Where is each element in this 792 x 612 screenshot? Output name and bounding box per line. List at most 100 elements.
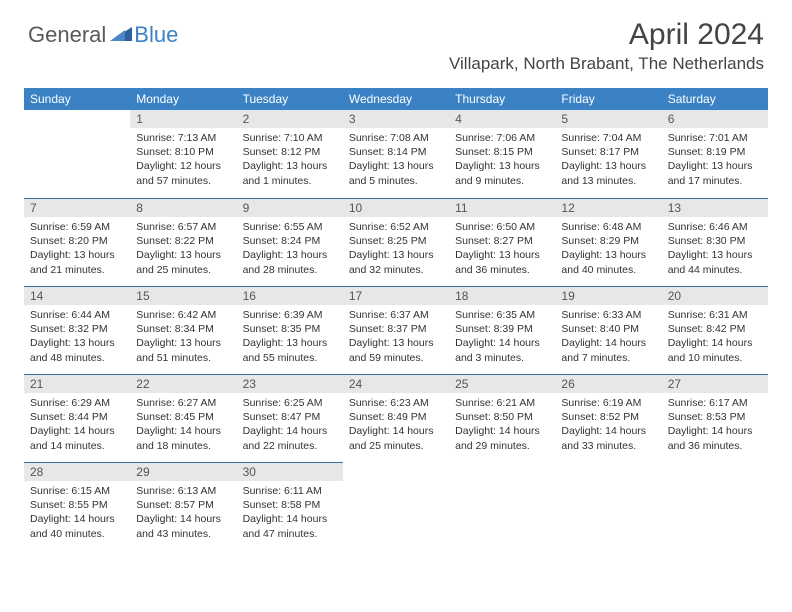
sunset-text: Sunset: 8:30 PM [668,234,762,248]
sunrise-text: Sunrise: 6:21 AM [455,396,549,410]
calendar-day-cell: 24Sunrise: 6:23 AMSunset: 8:49 PMDayligh… [343,374,449,462]
sunrise-text: Sunrise: 7:01 AM [668,131,762,145]
calendar-day-cell: 8Sunrise: 6:57 AMSunset: 8:22 PMDaylight… [130,198,236,286]
calendar-day-cell [662,462,768,550]
calendar-week-row: 28Sunrise: 6:15 AMSunset: 8:55 PMDayligh… [24,462,768,550]
calendar-day-cell: 5Sunrise: 7:04 AMSunset: 8:17 PMDaylight… [555,110,661,198]
daylight-text: Daylight: 13 hours and 32 minutes. [349,248,443,276]
sunset-text: Sunset: 8:47 PM [243,410,337,424]
calendar-day-cell: 22Sunrise: 6:27 AMSunset: 8:45 PMDayligh… [130,374,236,462]
sunrise-text: Sunrise: 7:10 AM [243,131,337,145]
sunrise-text: Sunrise: 7:08 AM [349,131,443,145]
daylight-text: Daylight: 13 hours and 51 minutes. [136,336,230,364]
day-details: Sunrise: 6:55 AMSunset: 8:24 PMDaylight:… [237,217,343,281]
day-number: 21 [24,374,130,393]
day-number [343,462,449,481]
day-number: 28 [24,462,130,481]
sunrise-text: Sunrise: 6:59 AM [30,220,124,234]
day-details: Sunrise: 6:21 AMSunset: 8:50 PMDaylight:… [449,393,555,457]
calendar-day-cell: 17Sunrise: 6:37 AMSunset: 8:37 PMDayligh… [343,286,449,374]
daylight-text: Daylight: 14 hours and 29 minutes. [455,424,549,452]
day-details: Sunrise: 6:17 AMSunset: 8:53 PMDaylight:… [662,393,768,457]
sunset-text: Sunset: 8:20 PM [30,234,124,248]
day-header: Tuesday [237,88,343,110]
day-number: 9 [237,198,343,217]
calendar-day-cell: 15Sunrise: 6:42 AMSunset: 8:34 PMDayligh… [130,286,236,374]
day-number [555,462,661,481]
day-number [24,110,130,128]
day-number: 12 [555,198,661,217]
sunrise-text: Sunrise: 6:27 AM [136,396,230,410]
calendar-day-cell: 12Sunrise: 6:48 AMSunset: 8:29 PMDayligh… [555,198,661,286]
daylight-text: Daylight: 13 hours and 13 minutes. [561,159,655,187]
header: General Blue April 2024 Villapark, North… [0,0,792,80]
sunrise-text: Sunrise: 6:48 AM [561,220,655,234]
day-number: 25 [449,374,555,393]
calendar-day-cell: 21Sunrise: 6:29 AMSunset: 8:44 PMDayligh… [24,374,130,462]
calendar-week-row: 14Sunrise: 6:44 AMSunset: 8:32 PMDayligh… [24,286,768,374]
calendar-day-cell [343,462,449,550]
month-title: April 2024 [449,18,764,52]
calendar-day-cell: 19Sunrise: 6:33 AMSunset: 8:40 PMDayligh… [555,286,661,374]
daylight-text: Daylight: 13 hours and 17 minutes. [668,159,762,187]
daylight-text: Daylight: 14 hours and 36 minutes. [668,424,762,452]
sunset-text: Sunset: 8:32 PM [30,322,124,336]
daylight-text: Daylight: 13 hours and 59 minutes. [349,336,443,364]
calendar-day-cell: 4Sunrise: 7:06 AMSunset: 8:15 PMDaylight… [449,110,555,198]
sunrise-text: Sunrise: 6:52 AM [349,220,443,234]
sunrise-text: Sunrise: 6:31 AM [668,308,762,322]
logo: General Blue [28,22,178,48]
day-number: 23 [237,374,343,393]
calendar-day-cell [449,462,555,550]
day-details: Sunrise: 6:31 AMSunset: 8:42 PMDaylight:… [662,305,768,369]
day-details: Sunrise: 6:59 AMSunset: 8:20 PMDaylight:… [24,217,130,281]
day-details: Sunrise: 6:42 AMSunset: 8:34 PMDaylight:… [130,305,236,369]
day-number: 17 [343,286,449,305]
sunrise-text: Sunrise: 7:13 AM [136,131,230,145]
day-number: 29 [130,462,236,481]
day-number: 16 [237,286,343,305]
day-header: Friday [555,88,661,110]
calendar-day-cell: 16Sunrise: 6:39 AMSunset: 8:35 PMDayligh… [237,286,343,374]
day-details: Sunrise: 7:13 AMSunset: 8:10 PMDaylight:… [130,128,236,192]
day-details: Sunrise: 7:08 AMSunset: 8:14 PMDaylight:… [343,128,449,192]
day-number: 8 [130,198,236,217]
calendar-day-cell [555,462,661,550]
calendar-day-cell: 11Sunrise: 6:50 AMSunset: 8:27 PMDayligh… [449,198,555,286]
calendar-day-cell: 27Sunrise: 6:17 AMSunset: 8:53 PMDayligh… [662,374,768,462]
day-number: 10 [343,198,449,217]
sunset-text: Sunset: 8:17 PM [561,145,655,159]
sunrise-text: Sunrise: 6:55 AM [243,220,337,234]
sunset-text: Sunset: 8:14 PM [349,145,443,159]
sunrise-text: Sunrise: 6:44 AM [30,308,124,322]
daylight-text: Daylight: 13 hours and 44 minutes. [668,248,762,276]
sunset-text: Sunset: 8:55 PM [30,498,124,512]
sunrise-text: Sunrise: 6:37 AM [349,308,443,322]
day-header: Sunday [24,88,130,110]
day-details: Sunrise: 6:13 AMSunset: 8:57 PMDaylight:… [130,481,236,545]
day-header: Monday [130,88,236,110]
day-number: 22 [130,374,236,393]
calendar-day-cell: 28Sunrise: 6:15 AMSunset: 8:55 PMDayligh… [24,462,130,550]
day-header-row: Sunday Monday Tuesday Wednesday Thursday… [24,88,768,110]
calendar-day-cell: 3Sunrise: 7:08 AMSunset: 8:14 PMDaylight… [343,110,449,198]
calendar-table: Sunday Monday Tuesday Wednesday Thursday… [24,88,768,550]
daylight-text: Daylight: 14 hours and 25 minutes. [349,424,443,452]
logo-text-general: General [28,22,106,48]
day-number: 20 [662,286,768,305]
day-number: 5 [555,110,661,128]
calendar-day-cell: 30Sunrise: 6:11 AMSunset: 8:58 PMDayligh… [237,462,343,550]
sunset-text: Sunset: 8:58 PM [243,498,337,512]
daylight-text: Daylight: 13 hours and 36 minutes. [455,248,549,276]
sunset-text: Sunset: 8:49 PM [349,410,443,424]
day-number: 6 [662,110,768,128]
daylight-text: Daylight: 14 hours and 10 minutes. [668,336,762,364]
daylight-text: Daylight: 14 hours and 22 minutes. [243,424,337,452]
day-details: Sunrise: 6:46 AMSunset: 8:30 PMDaylight:… [662,217,768,281]
calendar-day-cell: 13Sunrise: 6:46 AMSunset: 8:30 PMDayligh… [662,198,768,286]
day-number [662,462,768,481]
sunset-text: Sunset: 8:40 PM [561,322,655,336]
calendar-day-cell: 25Sunrise: 6:21 AMSunset: 8:50 PMDayligh… [449,374,555,462]
day-details: Sunrise: 7:06 AMSunset: 8:15 PMDaylight:… [449,128,555,192]
day-details: Sunrise: 6:48 AMSunset: 8:29 PMDaylight:… [555,217,661,281]
